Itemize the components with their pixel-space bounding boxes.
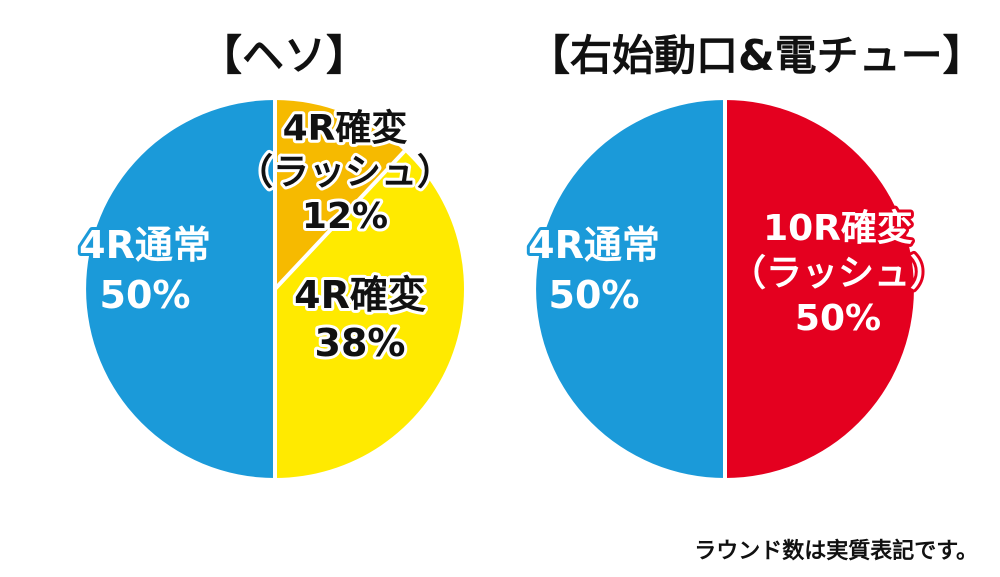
slice-label-line: 38%	[315, 321, 406, 365]
slice-label: 4R通常 50%	[79, 223, 211, 317]
pie-chart-right: 10R確変（ラッシュ） 50%4R通常 50%	[525, 100, 949, 478]
chart-title-right: 【右始動口&電チュー】	[528, 31, 985, 80]
slice-label-line: （ラッシュ）	[237, 152, 453, 193]
slice-label-line: 4R確変	[283, 107, 408, 149]
slice-divider	[273, 149, 406, 291]
slice-label: 4R確変（ラッシュ） 12%	[237, 107, 453, 237]
slice-label-line: 4R通常	[528, 223, 660, 267]
pie-panel-right: 【右始動口&電チュー】 10R確変（ラッシュ） 50% 4R通常 50%	[448, 0, 985, 577]
footnote: ラウンド数は実質表記です。	[694, 539, 978, 564]
slice-label-line: 50%	[795, 298, 881, 339]
slice-label-line: 4R通常	[79, 223, 211, 267]
chart-title-heso: 【ヘソ】	[200, 31, 369, 80]
slice-label-line: 12%	[302, 196, 388, 237]
slice-label-line: 50%	[100, 273, 191, 317]
pie-panel-heso: 【ヘソ】 4R確変（ラッシュ） 12% 4R確変 38% 4R通常 50%	[76, 31, 464, 479]
pie-slice	[536, 100, 725, 478]
pie-slice	[86, 100, 275, 478]
slice-label: 4R通常 50%	[528, 223, 660, 317]
pie-slice	[725, 100, 914, 478]
slice-label-line: 4R確変	[294, 273, 426, 317]
slice-label-line: 50%	[549, 273, 640, 317]
pie-chart-heso: 4R確変（ラッシュ） 12%4R確変 38%4R通常 50%	[76, 100, 464, 479]
pie-slice	[275, 151, 464, 479]
slice-label-line: （ラッシュ）	[730, 253, 946, 294]
slice-label: 4R確変 38%	[294, 273, 426, 365]
slice-label-line: 10R確変	[763, 207, 913, 249]
slice-label: 10R確変（ラッシュ） 50%	[730, 207, 946, 339]
pie-slice	[275, 100, 405, 289]
